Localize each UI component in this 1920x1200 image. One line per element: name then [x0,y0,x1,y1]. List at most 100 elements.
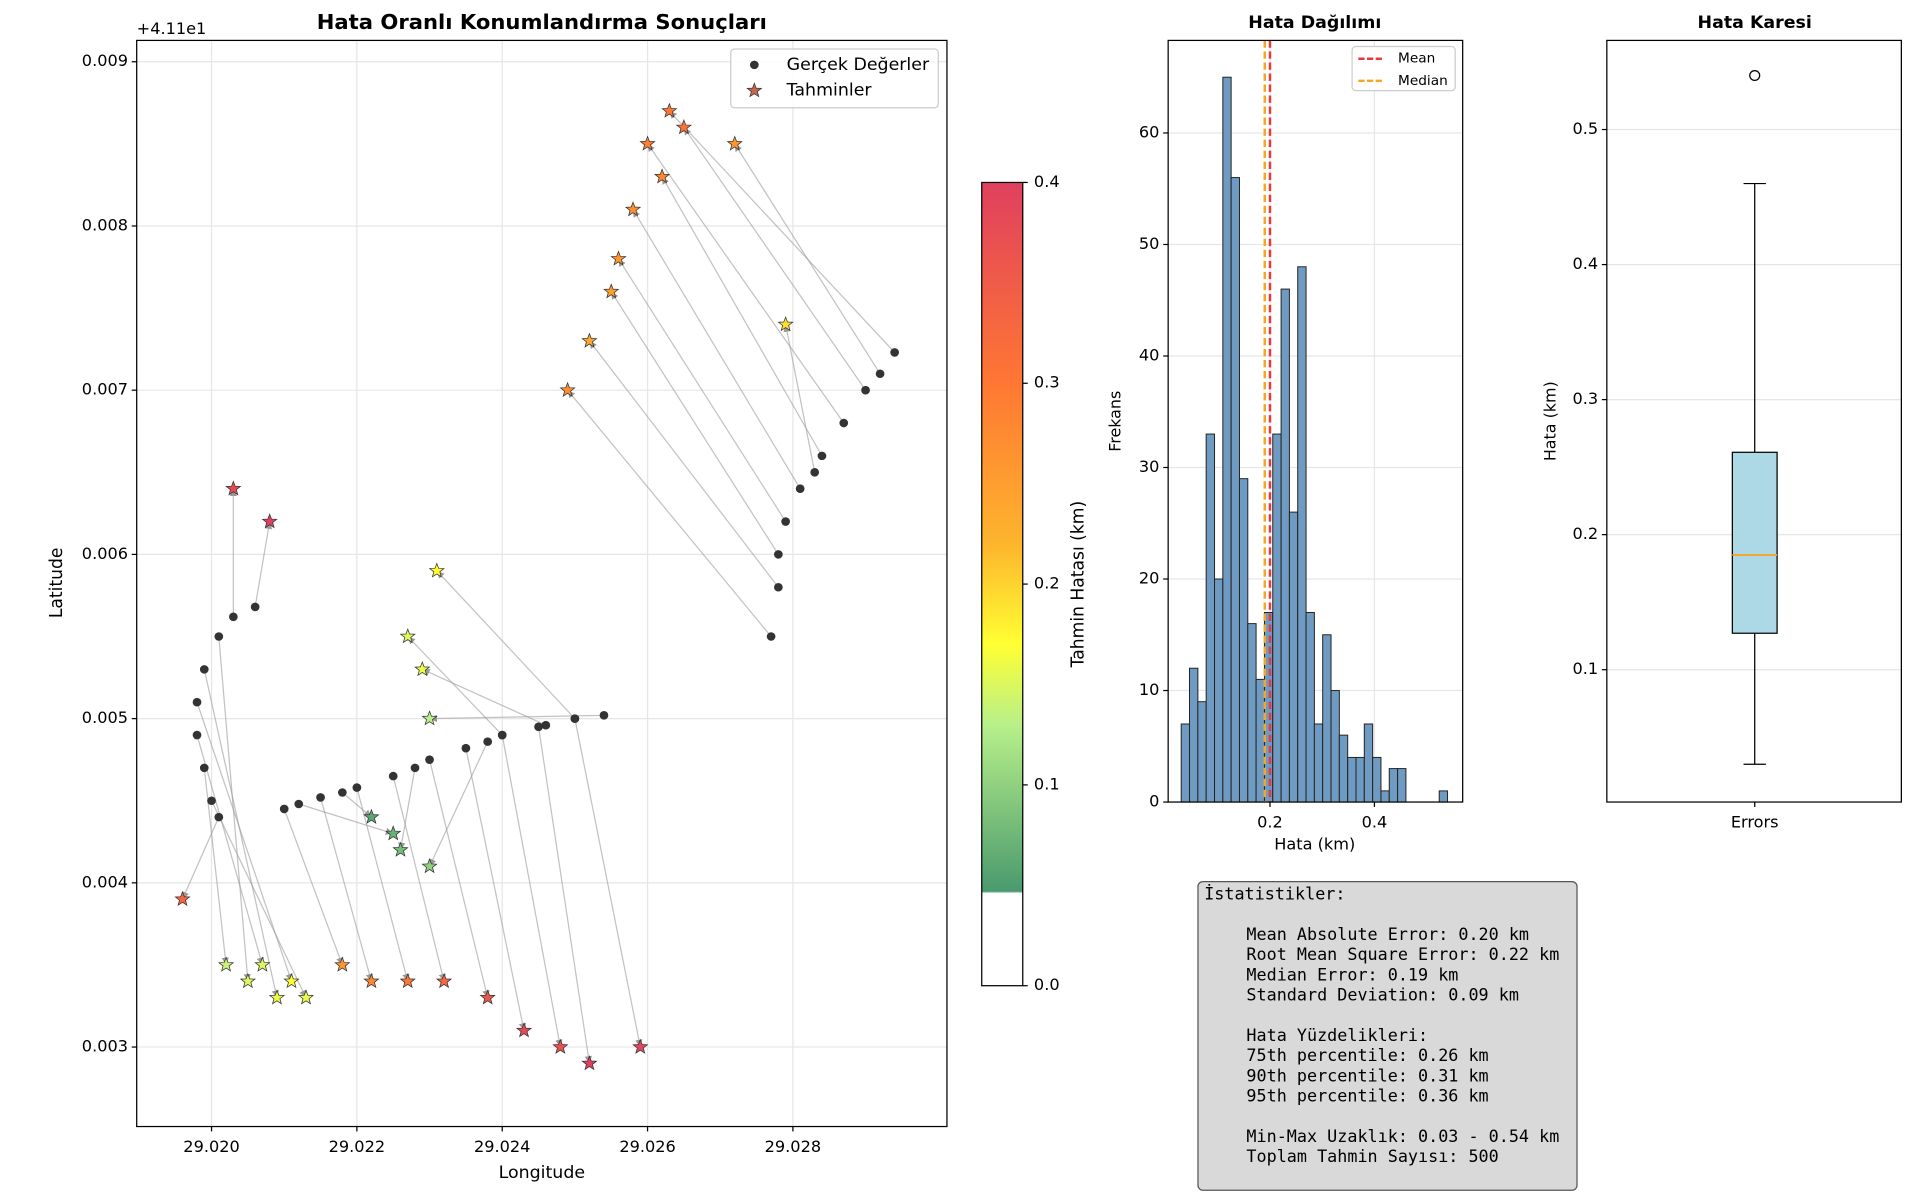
y-tick-label: 0.5 [1572,119,1598,138]
error-arrow [668,110,896,353]
hist-bar [1205,433,1216,803]
prediction-point [217,956,235,972]
prediction-point [363,808,380,824]
true-point [214,812,224,822]
chart-title: Hata Oranlı Konumlandırma Sonuçları [317,10,767,34]
hist-bar [1288,511,1299,803]
prediction-point [610,250,627,266]
true-point [199,665,209,674]
true-point [766,632,776,641]
colorbar-tick-label: 0.0 [1034,975,1060,994]
stats-line: Median Error: 0.19 km [1246,965,1458,984]
true-point [192,730,202,740]
chart-title: Hata Karesi [1698,13,1812,33]
error-arrow [610,291,779,555]
hist-bar [1297,266,1307,803]
prediction-point [515,1022,533,1038]
y-tick-label: 50 [1139,234,1160,253]
true-point [352,783,362,792]
stats-line: Standard Deviation: 0.09 km [1246,986,1518,1005]
error-arrow [422,668,547,726]
colorbar [981,181,1024,987]
hist-bar [1189,667,1199,803]
prediction-point [399,972,416,989]
prediction-point [414,660,431,677]
hist-bar [1214,578,1224,803]
hist-bar [1322,634,1332,803]
stats-box [1197,881,1578,1191]
prediction-point [435,972,453,989]
prediction-point [581,1055,598,1071]
error-arrow [210,800,307,999]
x-tick-label: 0.2 [1257,812,1283,831]
hist-bar [1180,723,1191,803]
hist-bar [1272,433,1282,803]
stats-title: İstatistikler: [1204,885,1345,904]
error-arrow [203,669,280,998]
true-point [207,796,216,806]
hist-bar [1247,623,1257,803]
prediction-point [603,283,620,299]
hist-bar [1305,611,1315,803]
prediction-point [225,480,242,496]
stats-line: Root Mean Square Error: 0.22 km [1246,945,1559,964]
outlier [1749,70,1761,82]
error-arrow [617,258,787,522]
legend-label: Mean [1398,51,1435,67]
prediction-point [283,972,300,989]
prediction-point [675,119,693,135]
hist-bar [1388,768,1399,803]
colorbar-tick-label: 0.4 [1034,172,1060,191]
legend-label: Median [1398,73,1448,89]
y-tick-label: 0.2 [1572,524,1598,543]
x-tick-label: 29.024 [474,1137,530,1156]
prediction-point [239,972,256,989]
chart-title: Hata Dağılımı [1248,13,1381,33]
y-tick-label: 0.1 [1572,659,1598,678]
x-axis-label: Hata (km) [1274,834,1355,853]
prediction-point [639,135,656,151]
true-point [861,385,870,395]
true-point [294,799,304,809]
stats-line: 75th percentile: 0.26 km [1246,1046,1488,1065]
y-tick-label: 0.007 [82,380,128,399]
error-arrow [196,734,264,966]
y-tick-label: 0 [1149,792,1159,811]
hist-bar [1338,734,1349,803]
x-tick-label: 29.028 [765,1137,821,1156]
true-point [810,468,820,477]
prediction-point [261,513,278,529]
colorbar-tick-label: 0.3 [1034,373,1060,392]
true-point [774,582,783,592]
error-arrow [574,718,643,1048]
prediction-point [479,989,496,1005]
stats-line: 90th percentile: 0.31 km [1246,1067,1488,1086]
true-point [497,730,507,740]
true-point [214,632,224,641]
y-tick-label: 0.3 [1572,389,1598,408]
prediction-point [334,956,351,972]
y-tick-label: 0.005 [82,708,128,727]
error-arrow [428,759,490,998]
prediction-point [777,316,794,332]
prediction-point [726,135,743,151]
stats-line: 95th percentile: 0.36 km [1246,1087,1488,1106]
true-point [781,517,790,526]
error-arrow [647,143,845,424]
error-arrow [398,767,416,851]
legend-marker [746,82,763,98]
y-tick-label: 60 [1139,123,1160,142]
y-tick-label: 0.004 [82,872,128,891]
colorbar-label: Tahmin Hatası (km) [1069,501,1089,668]
true-point [410,763,420,773]
error-arrow [537,726,593,1064]
true-point [199,763,209,773]
legend-marker [749,60,759,70]
prediction-point [363,972,380,989]
error-arrow [283,808,344,966]
stats-line: Mean Absolute Error: 0.20 km [1246,925,1529,944]
prediction-point [174,890,191,907]
y-tick-label: 0.006 [82,544,128,563]
stats-line: Min-Max Uzaklık: 0.03 - 0.54 km [1246,1127,1559,1146]
